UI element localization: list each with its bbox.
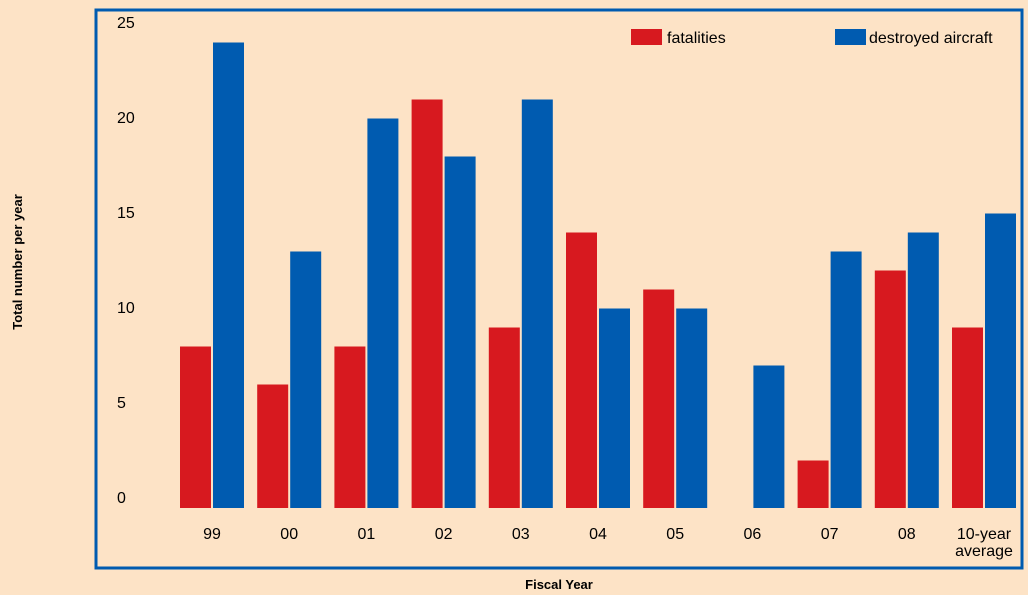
legend: fatalities destroyed aircraft bbox=[631, 29, 993, 47]
bar-destroyed-aircraft-0 bbox=[213, 42, 244, 508]
x-tick-label: 06 bbox=[744, 526, 762, 543]
bar-fatalities-4 bbox=[488, 327, 520, 508]
y-axis-title: Total number per year bbox=[10, 194, 25, 330]
bar-destroyed-aircraft-1 bbox=[290, 251, 322, 508]
chart-frame bbox=[94, 8, 1024, 570]
bar-destroyed-aircraft-8 bbox=[830, 251, 862, 508]
x-tick-label: 02 bbox=[435, 526, 453, 543]
y-tick-label: 15 bbox=[117, 205, 135, 222]
bar-fatalities-9 bbox=[874, 270, 906, 508]
x-tick-label: 04 bbox=[589, 526, 607, 543]
bar-destroyed-aircraft-6 bbox=[676, 308, 708, 508]
bar-destroyed-aircraft-5 bbox=[599, 308, 630, 508]
bar-fatalities-8 bbox=[797, 460, 829, 508]
x-tick-label: 00 bbox=[280, 526, 298, 543]
y-axis-ticks: 0 5 10 15 20 25 bbox=[117, 15, 135, 507]
legend-label-fatalities: fatalities bbox=[667, 30, 726, 47]
x-tick-label: 08 bbox=[898, 526, 916, 543]
legend-swatch-destroyed-aircraft bbox=[835, 29, 866, 45]
x-tick-label: 10-year bbox=[957, 526, 1012, 543]
bar-fatalities-3 bbox=[411, 99, 443, 508]
bar-fatalities-6 bbox=[643, 289, 675, 508]
y-tick-label: 10 bbox=[117, 300, 135, 317]
bar-fatalities-5 bbox=[566, 232, 597, 508]
bar-destroyed-aircraft-2 bbox=[367, 118, 399, 508]
bar-fatalities-1 bbox=[257, 384, 289, 508]
y-tick-label: 0 bbox=[117, 490, 126, 507]
x-tick-label: 99 bbox=[203, 526, 221, 543]
x-tick-label: 01 bbox=[358, 526, 376, 543]
y-tick-label: 25 bbox=[117, 15, 135, 32]
bar-fatalities-10 bbox=[952, 327, 983, 508]
bar-fatalities-0 bbox=[180, 346, 211, 508]
bar-destroyed-aircraft-9 bbox=[907, 232, 939, 508]
bars bbox=[180, 42, 1016, 508]
y-tick-label: 20 bbox=[117, 110, 135, 127]
bar-destroyed-aircraft-4 bbox=[521, 99, 553, 508]
x-tick-label: 05 bbox=[666, 526, 684, 543]
x-tick-label: 07 bbox=[821, 526, 839, 543]
legend-label-destroyed-aircraft: destroyed aircraft bbox=[869, 30, 993, 47]
bar-destroyed-aircraft-7 bbox=[753, 365, 785, 508]
bar-fatalities-2 bbox=[334, 346, 366, 508]
x-tick-label: 03 bbox=[512, 526, 530, 543]
bar-destroyed-aircraft-10 bbox=[985, 213, 1016, 508]
legend-swatch-fatalities bbox=[631, 29, 662, 45]
x-tick-label: average bbox=[955, 543, 1013, 560]
y-tick-label: 5 bbox=[117, 395, 126, 412]
x-axis-title: Fiscal Year bbox=[525, 577, 593, 592]
bar-destroyed-aircraft-3 bbox=[444, 156, 476, 508]
